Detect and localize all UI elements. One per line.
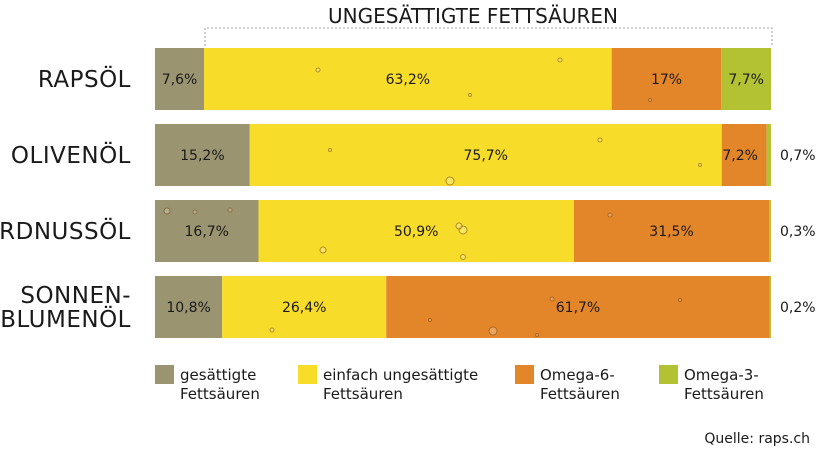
segment-label: 26,4%: [282, 300, 326, 316]
oil-bubble: [428, 318, 432, 322]
oil-bubble: [315, 67, 321, 73]
oil-bubble: [557, 57, 563, 63]
legend-item-omega6: Omega-6-Fettsäuren: [515, 365, 620, 403]
bar-row: OLIVENÖL 15,2% 75,7% 7,2% 0,7%: [11, 124, 816, 186]
segment-label-outside: 0,3%: [780, 224, 816, 240]
oil-bubble: [460, 254, 466, 260]
title-group: UNGESÄTTIGTE FETTSÄUREN: [204, 4, 773, 46]
segment-label-outside: 0,7%: [780, 148, 816, 164]
bar-row: SONNEN-BLUMENÖL 10,8% 26,4% 61,7% 0,2%: [0, 276, 816, 338]
bar-segment-mono: [249, 124, 722, 186]
bar-segment-saturated: [155, 276, 223, 338]
bar-segment-saturated: [155, 200, 259, 262]
oil-bubble: [445, 176, 455, 186]
oil-bubble: [488, 326, 498, 336]
oil-bubble: [468, 93, 472, 97]
oil-bubble: [319, 246, 327, 254]
bar-segment-omega6: [611, 48, 722, 110]
legend-label: Omega-6-Fettsäuren: [540, 366, 620, 403]
category-label: ERDNUSSÖL: [0, 217, 131, 245]
title-bracket: [204, 27, 773, 46]
legend-label-line2: Fettsäuren: [684, 385, 764, 403]
bar-segment-omega3: [766, 124, 771, 186]
source-text: Quelle: raps.ch: [704, 431, 810, 447]
oil-bubble: [192, 209, 198, 215]
segment-label-outside: 0,2%: [780, 300, 816, 316]
segment-label: 7,6%: [162, 72, 198, 88]
bar-segment-omega3: [769, 200, 771, 262]
legend-swatch: [155, 365, 174, 384]
legend-swatch: [298, 365, 317, 384]
category-label-line2: BLUMENÖL: [0, 305, 131, 333]
oil-bubble: [607, 212, 613, 218]
legend-label: gesättigte Fettsäuren: [180, 366, 260, 403]
segment-label: 17%: [651, 72, 682, 88]
oil-bubble: [227, 207, 233, 213]
segment-label: 15,2%: [180, 148, 224, 164]
oil-bubble: [328, 148, 332, 152]
chart-title: UNGESÄTTIGTE FETTSÄUREN: [328, 4, 618, 28]
bar-segment-omega3: [721, 48, 771, 110]
bar-segment-omega6: [721, 124, 767, 186]
bar-segment-mono: [258, 200, 574, 262]
bar-segment-omega6: [573, 200, 770, 262]
legend-label: Omega-3-Fettsäuren: [684, 366, 764, 403]
legend-label-line2: Fettsäuren: [180, 385, 260, 403]
bar-segment-omega6: [386, 276, 770, 338]
legend-item-omega3: Omega-3-Fettsäuren: [659, 365, 764, 403]
bar-rows: RAPSÖL 7,6% 63,2% 17% 7,7% OLIVENÖL 15,2% 75,7%…: [0, 48, 816, 338]
legend-item-saturated: gesättigte Fettsäuren: [155, 365, 260, 403]
segment-label: 50,9%: [394, 224, 438, 240]
bar-segment-mono: [204, 48, 612, 110]
category-label: RAPSÖL: [38, 65, 131, 93]
bar-segment-omega3: [769, 276, 771, 338]
segment-label: 7,7%: [728, 72, 764, 88]
legend-swatch: [515, 365, 534, 384]
legend-label-line2: Fettsäuren: [540, 385, 620, 403]
segment-label: 31,5%: [649, 224, 693, 240]
legend-label-line1: einfach ungesättigte: [323, 366, 478, 384]
segment-label: 10,8%: [166, 300, 210, 316]
bar-segment-saturated: [155, 48, 205, 110]
legend-item-mono: einfach ungesättigte Fettsäuren: [298, 365, 478, 403]
bar-row: RAPSÖL 7,6% 63,2% 17% 7,7%: [38, 48, 771, 110]
oil-bubble: [163, 207, 171, 215]
oil-bubble: [648, 98, 652, 102]
legend-label-line1: Omega-3-: [684, 366, 759, 384]
segment-label: 16,7%: [185, 224, 229, 240]
category-label-line1: SONNEN-: [20, 283, 131, 309]
legend-swatch: [659, 365, 678, 384]
category-label: SONNEN-BLUMENÖL: [0, 283, 131, 333]
legend-label: einfach ungesättigte Fettsäuren: [323, 366, 478, 403]
bar-segment-mono: [222, 276, 387, 338]
oil-bubble: [698, 163, 702, 167]
segment-label: 61,7%: [556, 300, 600, 316]
oil-bubble: [269, 327, 275, 333]
legend-label-line1: gesättigte: [180, 366, 256, 384]
segment-label: 7,2%: [722, 148, 758, 164]
legend-label-line1: Omega-6-: [540, 366, 615, 384]
legend-label-line2: Fettsäuren: [323, 385, 403, 403]
category-label: OLIVENÖL: [11, 141, 131, 169]
oil-bubble: [597, 137, 603, 143]
segment-label: 75,7%: [464, 148, 508, 164]
oil-bubble: [455, 222, 463, 230]
oil-bubble: [549, 296, 555, 302]
segment-label: 63,2%: [386, 72, 430, 88]
bar-segment-saturated: [155, 124, 250, 186]
oil-bubble: [535, 333, 539, 337]
oil-bubble: [678, 298, 682, 302]
bar-row: ERDNUSSÖL 16,7% 50,9% 31,5% 0,3%: [0, 200, 816, 262]
